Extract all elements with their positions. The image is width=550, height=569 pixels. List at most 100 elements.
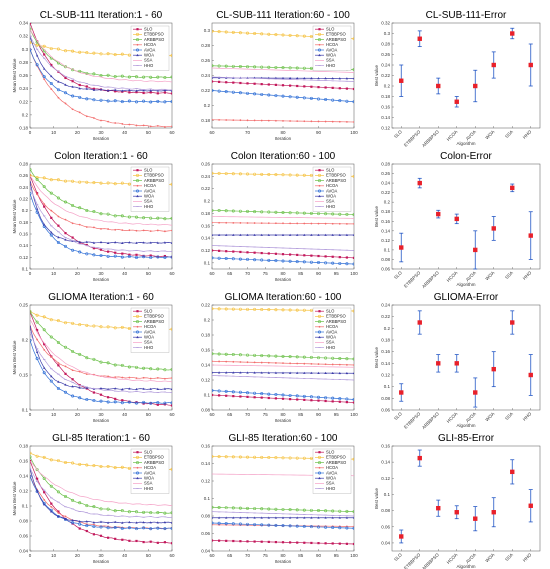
point-woa [163, 89, 167, 92]
point-arbbpso [163, 217, 167, 221]
x-tick-label: 95 [334, 412, 340, 417]
point-avoa [30, 338, 32, 342]
point-woa [331, 77, 334, 80]
point-woa [281, 516, 285, 519]
y-tick-label: 0.1 [384, 384, 391, 389]
point-woa [345, 371, 349, 375]
point-woa [274, 371, 278, 374]
legend-label: SLO [326, 450, 335, 455]
point-arbbpso [260, 210, 264, 214]
point-arbbpso [78, 501, 82, 505]
point-etbbpso [231, 30, 235, 34]
point-etbbpso [281, 33, 285, 37]
point-woa [121, 241, 124, 244]
point-slo [296, 84, 299, 88]
point-woa [149, 241, 152, 244]
point-arbbpso [127, 365, 131, 369]
point-slo [246, 395, 249, 398]
point-etbbpso [288, 33, 292, 37]
point-woa [267, 371, 270, 374]
point-avoa [345, 99, 349, 103]
y-tick-label: 0.22 [381, 73, 390, 78]
legend-label: SSA [144, 340, 153, 345]
point-woa [50, 510, 53, 513]
point-woa [142, 521, 145, 524]
point-slo [296, 253, 299, 257]
point-etbbpso [49, 458, 53, 462]
y-tick-label: 0.14 [381, 460, 390, 465]
point-hcoa [212, 360, 213, 363]
point-hcoa [310, 362, 313, 365]
point-arbbpso [85, 356, 89, 360]
legend-marker [136, 194, 139, 198]
point-avoa [267, 392, 271, 396]
point-etbbpso [106, 181, 110, 185]
point-hcoa [353, 121, 354, 123]
point-arbbpso [135, 215, 139, 219]
point-avoa [85, 398, 89, 402]
point-arbbpso [49, 484, 53, 488]
legend-label: HHO [326, 63, 336, 68]
point-slo [225, 394, 228, 397]
point-woa [338, 371, 341, 375]
legend-label: ETBBPSO [326, 455, 347, 460]
point-avoa [281, 393, 285, 397]
point-avoa [302, 394, 306, 398]
point-slo [338, 87, 341, 90]
point-hcoa [296, 362, 299, 365]
point-etbbpso [170, 467, 172, 471]
point-slo [30, 459, 32, 463]
point-arbbpso [35, 468, 39, 472]
point-slo [274, 540, 277, 544]
point-hcoa [164, 230, 166, 233]
x-tick-label: ETBBPSO [403, 270, 422, 289]
point-woa [232, 516, 235, 519]
point-slo [142, 254, 145, 258]
point-woa [71, 85, 74, 88]
point-avoa [338, 526, 342, 530]
point-etbbpso [56, 47, 60, 51]
y-tick-label: 0.28 [381, 42, 390, 47]
point-etbbpso [120, 465, 124, 469]
point-woa [114, 240, 117, 244]
point-etbbpso [99, 181, 103, 185]
point-arbbpso [309, 508, 313, 512]
x-tick-label: 40 [122, 130, 128, 135]
mean-point [436, 211, 441, 217]
point-etbbpso [127, 182, 131, 186]
point-avoa [35, 357, 39, 361]
x-tick-label: 30 [98, 553, 104, 558]
y-tick-label: 0.24 [201, 174, 210, 179]
point-avoa [217, 89, 221, 93]
mean-point [491, 366, 496, 372]
point-arbbpso [302, 355, 306, 359]
point-woa [338, 516, 341, 519]
panel-4: Colon Iteration:60 - 100 0.1 0.12 0.14 0.16 0… [201, 151, 358, 282]
point-avoa [142, 255, 146, 259]
point-etbbpso [85, 323, 89, 327]
point-woa [324, 516, 327, 519]
point-arbbpso [92, 357, 96, 361]
point-arbbpso [324, 356, 328, 360]
x-tick-label: 50 [146, 130, 152, 135]
point-woa [92, 241, 96, 244]
point-woa [296, 371, 299, 374]
point-hcoa [317, 120, 320, 123]
point-etbbpso [302, 456, 306, 460]
series-group [30, 23, 172, 128]
point-slo [338, 542, 341, 545]
point-woa [274, 76, 278, 79]
point-avoa [224, 522, 228, 526]
x-tick-label: 60 [209, 271, 215, 276]
point-etbbpso [267, 456, 271, 460]
mean-point [417, 320, 422, 325]
legend-marker [136, 43, 139, 46]
point-hcoa [149, 230, 152, 233]
point-avoa [49, 233, 53, 237]
x-axis-label: Iteration [93, 559, 110, 564]
point-slo [36, 192, 39, 195]
legend-label: HHO [326, 204, 336, 209]
point-arbbpso [338, 212, 342, 216]
x-tick-label: AVOA [465, 129, 477, 141]
point-woa [324, 233, 327, 236]
